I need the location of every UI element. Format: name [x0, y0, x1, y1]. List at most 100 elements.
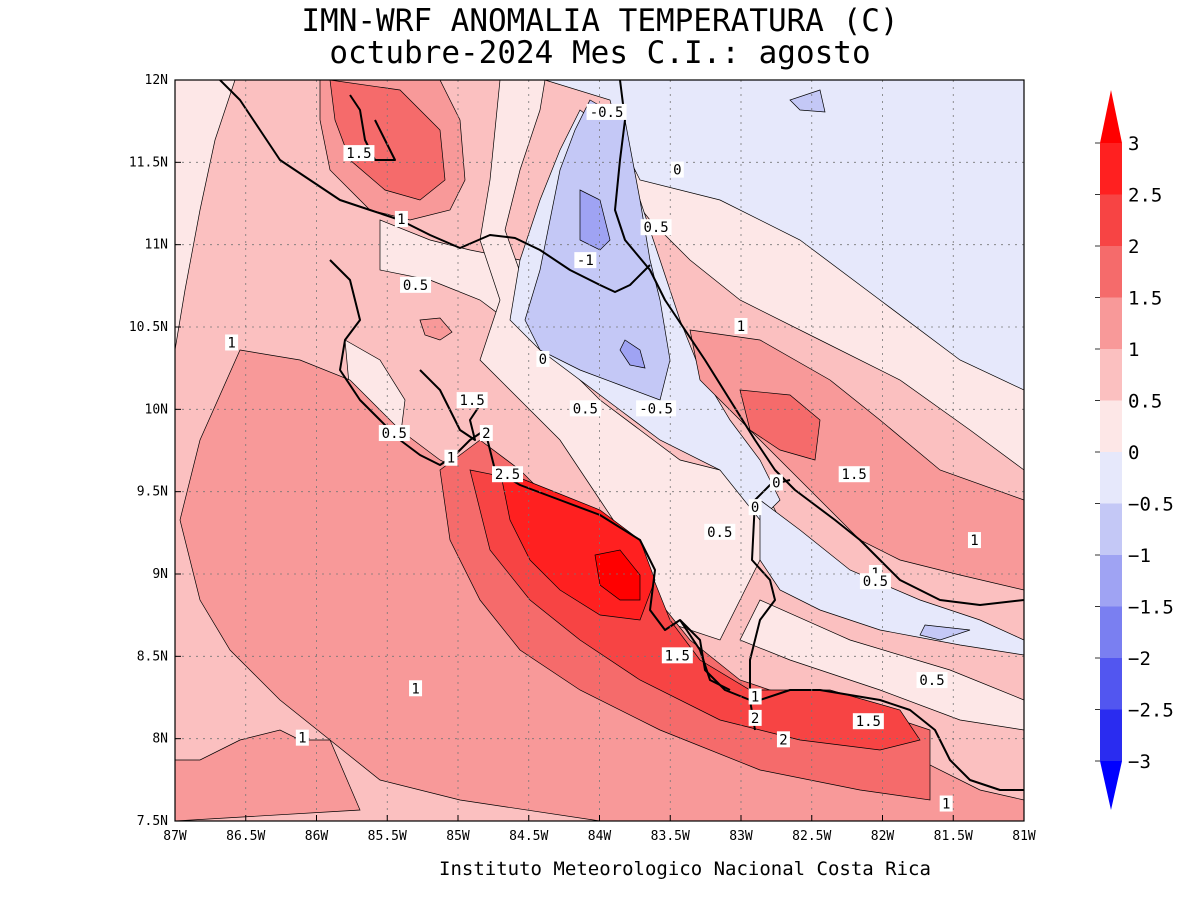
contour-label-bg — [536, 350, 550, 367]
contour-label: -1 — [577, 253, 594, 269]
lon-tick-label: 82W — [871, 829, 895, 844]
contour-label-bg — [569, 400, 601, 417]
colorbar-label: 0 — [1128, 442, 1139, 464]
contour-labels: 1.5 1 -0.5 0 0.5 -1 0.5 1 0 1 0.5 -0.5 1.5 2 0.5 1 2.5 1.… — [225, 103, 981, 813]
colorbar-swatch — [1100, 246, 1122, 298]
lat-tick-label: 9N — [152, 567, 168, 582]
contour-label-bg — [769, 474, 783, 491]
contour-label-bg — [838, 466, 870, 483]
contour-label: 1.5 — [665, 648, 690, 664]
contour-label-bg — [343, 145, 375, 162]
contour-label: 0.5 — [707, 525, 732, 541]
colorbar-label: −2 — [1128, 648, 1151, 670]
coastline-osa — [679, 619, 731, 691]
contour-label-bg — [748, 709, 762, 726]
lon-tick-label: 83W — [729, 829, 753, 844]
contour-label: 0.5 — [863, 574, 888, 590]
anomaly-region-cool-min — [579, 189, 611, 251]
coastline-nicaragua-lake — [349, 94, 396, 161]
contour-label: 0 — [751, 500, 759, 516]
colorbar-swatch — [1100, 503, 1122, 555]
contour-label: 1 — [447, 451, 455, 467]
colorbar-swatch — [1100, 658, 1122, 710]
lon-tick-label: 81W — [1012, 829, 1036, 844]
plot-area: 1.5 1 -0.5 0 0.5 -1 0.5 1 0 1 0.5 -0.5 1.5 2 0.5 1 2.5 1.… — [175, 80, 1024, 821]
anomaly-region-cool-core-small — [789, 89, 826, 113]
colorbar-label: 0.5 — [1128, 391, 1162, 413]
contour-label-bg — [704, 523, 736, 540]
anomaly-region-east-warm — [739, 389, 821, 461]
lon-tick-label: 82.5W — [792, 829, 831, 844]
colorbar-arrow-bottom — [1100, 761, 1122, 810]
lat-tick-label: 10N — [145, 402, 168, 417]
lat-tick-label: 11.5N — [129, 155, 168, 170]
coastline-nicaragua — [219, 80, 651, 293]
contour-label: 1.5 — [856, 714, 881, 730]
lon-tick-label: 85.5W — [368, 829, 407, 844]
lat-tick-label: 8.5N — [137, 649, 168, 664]
coastline — [219, 80, 1024, 791]
colorbar-label: 1.5 — [1128, 288, 1162, 310]
contour-label: 2 — [751, 711, 759, 727]
contour-label-bg — [295, 729, 309, 746]
credit-line: Instituto Meteorologico Nacional Costa R… — [439, 858, 931, 880]
contour-label-bg — [378, 425, 410, 442]
contour-label: 1 — [942, 797, 950, 813]
colorbar-label: −1 — [1128, 545, 1151, 567]
contour-label: 1.5 — [460, 393, 485, 409]
contour-label-bg — [748, 499, 762, 516]
contour-label: 0 — [772, 475, 780, 491]
contour-label: 0.5 — [643, 220, 668, 236]
contour-label: 1 — [397, 212, 405, 228]
contour-label: 1 — [411, 681, 419, 697]
contour-label: -0.5 — [639, 401, 673, 417]
contour-label-bg — [444, 449, 458, 466]
contour-label-bg — [967, 532, 981, 549]
colorbar-label: −2.5 — [1128, 700, 1174, 722]
coastline-caribbean — [614, 80, 1024, 606]
colorbar-swatch — [1100, 400, 1122, 452]
contour-label-bg — [492, 466, 524, 483]
border-costa-rica-panama — [749, 479, 791, 731]
lat-tick-label: 9.5N — [137, 485, 168, 500]
coastline-nicoya-gulf — [419, 369, 481, 441]
contour-label: 1.5 — [842, 467, 867, 483]
contour-label-bg — [670, 161, 684, 178]
contour-label: 2 — [482, 426, 490, 442]
contour-label-bg — [409, 680, 423, 697]
colorbar-label: −0.5 — [1128, 494, 1174, 516]
colorbar-label: −1.5 — [1128, 597, 1174, 619]
colorbar-swatch — [1100, 452, 1122, 504]
colorbar: 3 2.5 2 1.5 1 0.5 0 −0.5 −1 −1.5 −2 −2.5 −3 — [1095, 90, 1174, 810]
contour-label: -0.5 — [590, 105, 624, 121]
colorbar-swatch — [1100, 709, 1122, 761]
contour-label-bg — [479, 425, 493, 442]
contour-label: 0 — [673, 163, 681, 179]
colorbar-label: 1 — [1128, 339, 1139, 361]
lon-tick-label: 85W — [446, 829, 470, 844]
colorbar-swatch — [1100, 555, 1122, 607]
lon-tick-label: 87W — [163, 829, 187, 844]
contour-label-bg — [636, 400, 677, 417]
contour-label-bg — [586, 103, 627, 120]
contour-label: 0.5 — [382, 426, 407, 442]
contour-label: 2.5 — [495, 467, 520, 483]
contour-label: 0.5 — [919, 673, 944, 689]
colorbar-swatch — [1100, 297, 1122, 349]
lon-tick-label: 86.5W — [226, 829, 265, 844]
anomaly-region-cool-min-2 — [619, 339, 646, 369]
lat-tick-label: 10.5N — [129, 320, 168, 335]
contour-label: 0.5 — [573, 401, 598, 417]
colorbar-swatch — [1100, 349, 1122, 401]
contour-label: 1.5 — [346, 146, 371, 162]
contour-label: 1 — [970, 533, 978, 549]
anomaly-region-pacific-small — [419, 317, 453, 341]
lat-tick-label: 11N — [145, 238, 168, 253]
contour-label-bg — [225, 334, 239, 351]
coastline-pacific-cr — [329, 259, 751, 701]
lat-tick-label: 8N — [152, 732, 168, 747]
contour-label-bg — [574, 252, 597, 269]
contour-label-bg — [916, 672, 948, 689]
colorbar-label: 2 — [1128, 236, 1139, 258]
colorbar-swatch — [1100, 194, 1122, 246]
